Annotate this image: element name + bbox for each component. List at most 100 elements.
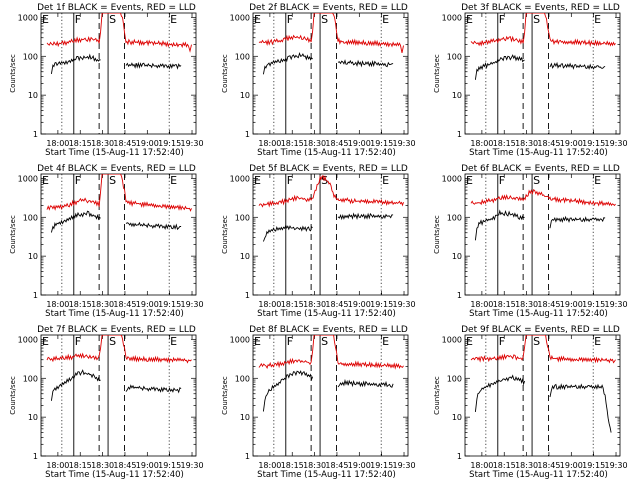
events-rate-line (50, 53, 101, 74)
y-tick-label: 100 (23, 213, 38, 222)
marker-letter-e: E (170, 174, 177, 187)
x-tick-label: 19:15 (370, 139, 393, 148)
x-tick-label: 19:00 (136, 300, 159, 309)
x-tick-label: 19:00 (560, 300, 583, 309)
events-rate-line (262, 52, 313, 75)
x-tick-label: 18:15 (69, 461, 92, 470)
events-rate-line (125, 221, 182, 231)
events-rate-line (549, 383, 612, 433)
x-tick-label: 19:00 (560, 139, 583, 148)
y-tick-label: 10 (28, 252, 38, 261)
lld-rate-line (258, 174, 404, 208)
x-tick-label: 19:00 (136, 461, 159, 470)
marker-letter-e: E (42, 13, 49, 26)
y-tick-label: 100 (235, 374, 250, 383)
y-tick-label: 1 (245, 452, 250, 461)
x-tick-label: 18:45 (537, 139, 560, 148)
x-axis-label: Start Time (15-Aug-11 17:52:40) (257, 470, 396, 480)
lld-rate-line (258, 13, 404, 53)
x-tick-label: 19:30 (180, 139, 203, 148)
x-tick-label: 19:15 (370, 461, 393, 470)
y-tick-label: 1000 (18, 174, 38, 183)
plot-area-frame (464, 173, 621, 296)
x-tick-label: 18:30 (303, 300, 326, 309)
x-tick-label: 18:15 (493, 300, 516, 309)
marker-letter-s: S (109, 335, 116, 348)
marker-letter-e: E (466, 335, 473, 348)
y-tick-label: 1000 (18, 335, 38, 344)
plot-area-frame (252, 12, 409, 135)
x-tick-label: 18:00 (258, 139, 281, 148)
events-rate-line (337, 212, 394, 221)
y-tick-label: 100 (235, 52, 250, 61)
x-tick-label: 19:00 (560, 461, 583, 470)
marker-letter-e: E (382, 335, 389, 348)
y-tick-label: 1 (33, 452, 38, 461)
x-tick-label: 18:30 (515, 139, 538, 148)
marker-letter-e: E (594, 335, 601, 348)
marker-letter-e: E (42, 174, 49, 187)
plot-area-frame (40, 12, 197, 135)
events-rate-line (337, 59, 394, 68)
x-tick-label: 18:30 (303, 461, 326, 470)
x-tick-label: 18:45 (113, 300, 136, 309)
x-tick-label: 18:00 (258, 300, 281, 309)
y-axis-label: Counts/sec (433, 215, 441, 254)
x-tick-label: 18:45 (113, 461, 136, 470)
marker-letter-f: F (287, 174, 293, 187)
y-tick-label: 100 (23, 52, 38, 61)
marker-letter-e: E (170, 335, 177, 348)
marker-letter-f: F (287, 335, 293, 348)
x-tick-label: 19:15 (582, 139, 605, 148)
plot-area-frame (40, 334, 197, 457)
x-tick-label: 18:00 (46, 300, 69, 309)
x-tick-label: 18:45 (537, 300, 560, 309)
panel-title: Det 7f BLACK = Events, RED = LLD (37, 325, 196, 335)
x-tick-label: 18:00 (258, 461, 281, 470)
x-tick-label: 18:45 (113, 139, 136, 148)
x-tick-label: 18:15 (69, 139, 92, 148)
marker-letter-s: S (533, 335, 540, 348)
y-axis-label: Counts/sec (221, 54, 229, 93)
x-tick-label: 18:45 (325, 300, 348, 309)
events-rate-line (50, 369, 101, 401)
marker-letter-s: S (533, 174, 540, 187)
events-rate-line (262, 370, 314, 412)
x-tick-label: 18:30 (91, 300, 114, 309)
x-tick-label: 18:15 (493, 139, 516, 148)
y-tick-label: 1000 (442, 174, 462, 183)
marker-letter-s: S (109, 174, 116, 187)
x-axis-label: Start Time (15-Aug-11 17:52:40) (469, 148, 608, 158)
plot-area-frame (252, 173, 409, 296)
plot-area-frame (464, 12, 621, 135)
x-tick-label: 18:30 (91, 461, 114, 470)
marker-letter-e: E (254, 335, 261, 348)
x-tick-label: 18:00 (46, 139, 69, 148)
x-tick-label: 19:00 (348, 139, 371, 148)
events-rate-line (474, 54, 525, 80)
marker-letter-e: E (170, 13, 177, 26)
panel-title: Det 9f BLACK = Events, RED = LLD (461, 325, 620, 335)
y-tick-label: 1 (457, 291, 462, 300)
x-tick-label: 19:30 (392, 461, 415, 470)
y-tick-label: 1 (457, 130, 462, 139)
x-tick-label: 19:30 (392, 139, 415, 148)
x-tick-label: 18:15 (281, 461, 304, 470)
plot-area-frame (252, 334, 409, 457)
y-tick-label: 10 (28, 413, 38, 422)
marker-letter-s: S (533, 13, 540, 26)
x-axis-label: Start Time (15-Aug-11 17:52:40) (469, 470, 608, 480)
x-axis-label: Start Time (15-Aug-11 17:52:40) (257, 148, 396, 158)
lld-rate-line (46, 174, 192, 212)
y-tick-label: 100 (447, 213, 462, 222)
plot-area-frame (464, 334, 621, 457)
y-axis-label: Counts/sec (433, 54, 441, 93)
y-tick-label: 1000 (230, 174, 250, 183)
x-tick-label: 18:45 (537, 461, 560, 470)
events-rate-line (262, 224, 313, 242)
marker-letter-f: F (75, 174, 81, 187)
